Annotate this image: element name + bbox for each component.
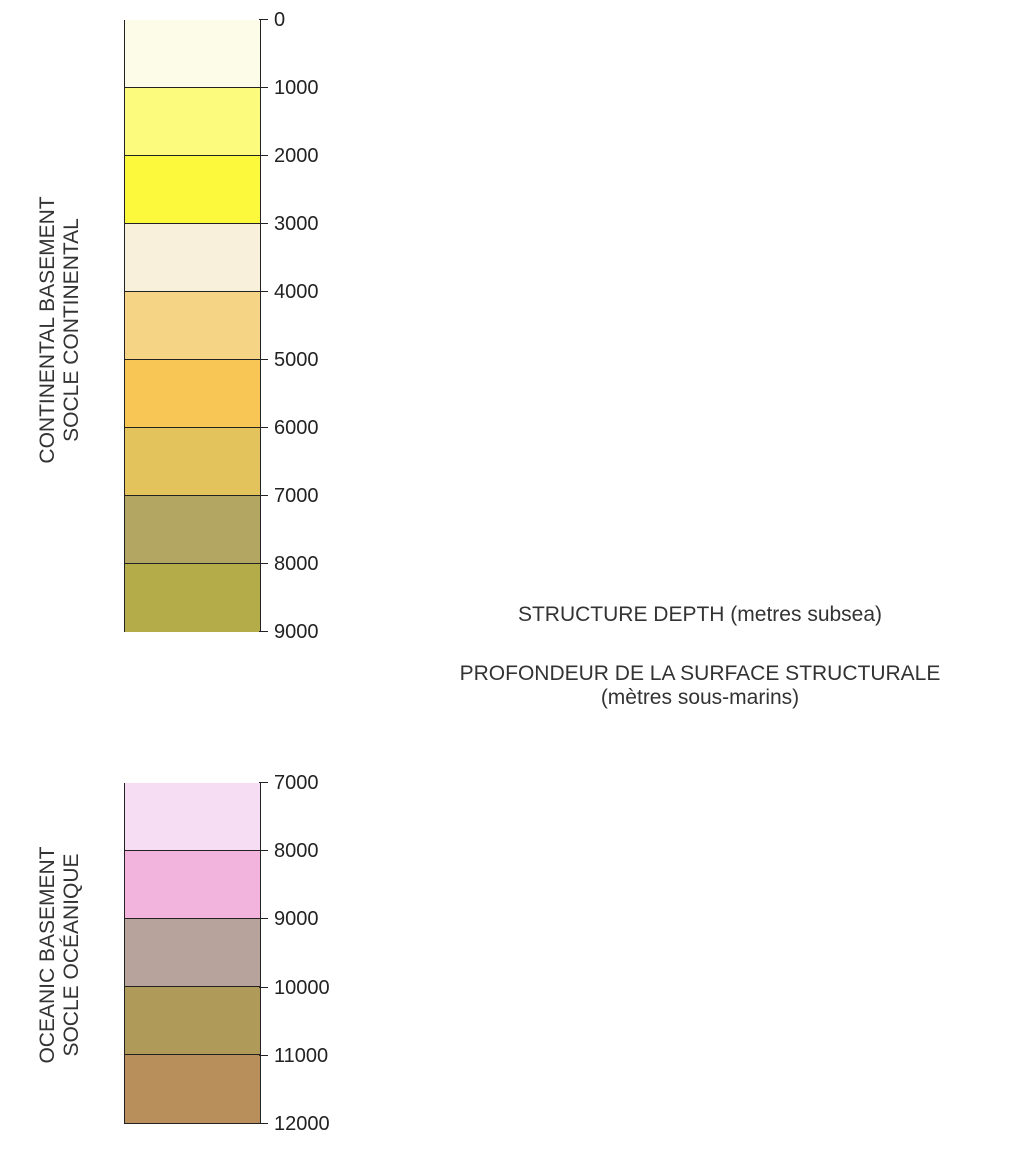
oceanic-tick-label: 7000 xyxy=(274,772,319,794)
continental-tick-label: 2000 xyxy=(274,145,319,167)
continental-tick-mark xyxy=(259,155,268,156)
oceanic-tick-mark xyxy=(259,986,268,988)
continental-band-6 xyxy=(125,359,260,428)
oceanic-tick-label: 10000 xyxy=(274,976,330,999)
continental-tick-mark xyxy=(259,427,268,428)
oceanic-band-2 xyxy=(125,850,260,919)
oceanic-band-1 xyxy=(125,782,260,851)
oceanic-tick-mark xyxy=(259,1123,268,1124)
continental-tick-label: 9000 xyxy=(274,621,319,643)
continental-band-2 xyxy=(125,87,260,156)
continental-basement-label-en: CONTINENTAL BASEMENT xyxy=(36,196,59,464)
continental-basement-label-fr: SOCLE CONTINENTAL xyxy=(60,218,83,442)
continental-tick-label: 1000 xyxy=(274,77,319,99)
continental-band-1 xyxy=(125,19,260,88)
continental-tick-label: 5000 xyxy=(274,349,319,371)
legend-caption-fr: PROFONDEUR DE LA SURFACE STRUCTURALE (mè… xyxy=(460,662,941,710)
continental-depth-scale xyxy=(124,19,261,632)
continental-tick-mark xyxy=(259,631,268,632)
oceanic-tick-label: 12000 xyxy=(274,1113,330,1135)
oceanic-band-4 xyxy=(125,987,260,1056)
oceanic-tick-label: 11000 xyxy=(274,1044,329,1067)
continental-tick-label: 4000 xyxy=(274,281,319,303)
continental-band-7 xyxy=(125,427,260,496)
continental-band-4 xyxy=(125,223,260,292)
continental-band-3 xyxy=(125,155,260,224)
continental-tick-label: 8000 xyxy=(274,553,319,575)
oceanic-basement-label-en: OCEANIC BASEMENT xyxy=(36,846,59,1064)
continental-tick-label: 0 xyxy=(274,9,286,31)
continental-tick-label: 3000 xyxy=(274,213,319,235)
continental-tick-mark xyxy=(259,223,268,224)
oceanic-tick-label: 8000 xyxy=(274,840,319,863)
continental-basement-label: CONTINENTAL BASEMENT SOCLE CONTINENTAL xyxy=(36,196,84,463)
structure-depth-title: STRUCTURE DEPTH (metres subsea) xyxy=(517,603,883,626)
oceanic-band-5 xyxy=(125,1055,260,1124)
legend-caption-en: STRUCTURE DEPTH (metres subsea) xyxy=(518,603,882,627)
oceanic-tick-label: 9000 xyxy=(274,908,319,931)
continental-tick-mark xyxy=(259,495,268,496)
continental-tick-mark xyxy=(259,563,268,564)
oceanic-tick-mark xyxy=(259,1054,268,1056)
structure-depth-unit-fr: (mètres sous-marins) xyxy=(600,686,800,709)
continental-tick-label: 6000 xyxy=(274,417,319,439)
oceanic-tick-mark xyxy=(259,850,268,852)
oceanic-basement-label-fr: SOCLE OCÉANIQUE xyxy=(60,853,83,1057)
continental-band-9 xyxy=(125,563,260,632)
structure-depth-title-fr: PROFONDEUR DE LA SURFACE STRUCTURALE xyxy=(459,662,941,685)
oceanic-tick-mark xyxy=(259,782,268,783)
continental-band-5 xyxy=(125,291,260,360)
continental-tick-mark xyxy=(259,19,268,20)
continental-tick-mark xyxy=(259,291,268,292)
oceanic-basement-label: OCEANIC BASEMENT SOCLE OCÉANIQUE xyxy=(36,846,84,1063)
oceanic-band-3 xyxy=(125,918,260,988)
continental-band-8 xyxy=(125,495,260,564)
oceanic-tick-mark xyxy=(259,918,268,920)
oceanic-depth-scale xyxy=(124,782,261,1124)
continental-tick-label: 7000 xyxy=(274,485,319,507)
continental-tick-mark xyxy=(259,87,268,88)
continental-tick-mark xyxy=(259,359,268,360)
